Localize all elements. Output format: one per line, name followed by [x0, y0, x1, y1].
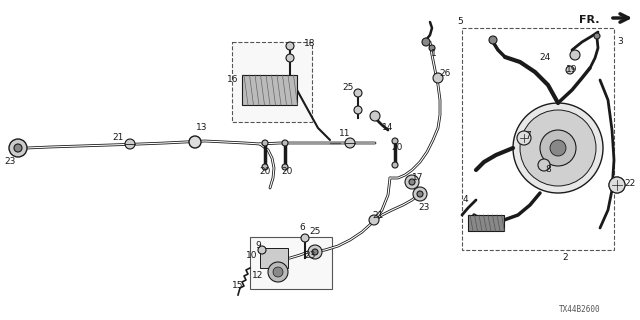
Text: 15: 15: [232, 282, 244, 291]
Bar: [462, 28, 614, 250]
Circle shape: [609, 177, 625, 193]
Text: 12: 12: [252, 270, 264, 279]
Circle shape: [369, 215, 379, 225]
Circle shape: [566, 66, 574, 74]
Text: 20: 20: [282, 167, 292, 177]
Circle shape: [286, 42, 294, 50]
Circle shape: [14, 144, 22, 152]
Text: 8: 8: [545, 165, 551, 174]
Circle shape: [609, 177, 625, 193]
Circle shape: [9, 139, 27, 157]
Text: 4: 4: [462, 196, 468, 204]
Text: 2: 2: [562, 253, 568, 262]
Circle shape: [125, 139, 135, 149]
Circle shape: [301, 234, 309, 242]
Text: 6: 6: [299, 223, 305, 233]
Text: 13: 13: [196, 124, 208, 132]
Circle shape: [392, 162, 398, 168]
Circle shape: [550, 140, 566, 156]
Circle shape: [513, 103, 603, 193]
Text: 23: 23: [4, 157, 16, 166]
Text: 7: 7: [525, 131, 531, 140]
Text: 25: 25: [342, 84, 354, 92]
Circle shape: [282, 140, 288, 146]
Text: 18: 18: [304, 39, 316, 49]
Circle shape: [308, 245, 322, 259]
Text: 10: 10: [246, 251, 258, 260]
Circle shape: [570, 50, 580, 60]
Text: 22: 22: [625, 180, 636, 188]
Bar: [250, 237, 332, 289]
Text: 26: 26: [439, 69, 451, 78]
Text: 24: 24: [540, 53, 550, 62]
Circle shape: [594, 33, 600, 39]
Text: 17: 17: [412, 173, 424, 182]
Circle shape: [258, 246, 266, 254]
Text: FR.: FR.: [579, 15, 600, 25]
Bar: [242, 75, 297, 105]
Circle shape: [273, 267, 283, 277]
Circle shape: [520, 110, 596, 186]
Text: 11: 11: [339, 130, 351, 139]
Text: 21: 21: [372, 211, 384, 220]
Circle shape: [489, 36, 497, 44]
Bar: [232, 42, 312, 122]
Circle shape: [392, 138, 398, 144]
Circle shape: [409, 179, 415, 185]
Circle shape: [262, 140, 268, 146]
Text: 1: 1: [431, 50, 437, 59]
Circle shape: [345, 138, 355, 148]
Circle shape: [268, 262, 288, 282]
Circle shape: [422, 38, 430, 46]
Text: 9: 9: [255, 241, 261, 250]
Circle shape: [517, 131, 531, 145]
Text: 3: 3: [617, 37, 623, 46]
Text: 14: 14: [382, 124, 394, 132]
Text: 23: 23: [419, 203, 429, 212]
Circle shape: [354, 89, 362, 97]
Circle shape: [433, 73, 443, 83]
Bar: [260, 248, 288, 268]
Circle shape: [354, 106, 362, 114]
Text: 23: 23: [304, 252, 316, 260]
Circle shape: [312, 249, 318, 255]
Text: 5: 5: [457, 18, 463, 27]
Circle shape: [538, 159, 550, 171]
Text: 16: 16: [227, 76, 239, 84]
Circle shape: [540, 130, 576, 166]
Bar: [468, 215, 504, 231]
Circle shape: [405, 175, 419, 189]
Circle shape: [429, 45, 435, 51]
Text: 20: 20: [259, 167, 271, 177]
Circle shape: [282, 164, 288, 170]
Circle shape: [413, 187, 427, 201]
Circle shape: [286, 54, 294, 62]
Text: 21: 21: [112, 133, 124, 142]
Circle shape: [262, 164, 268, 170]
Circle shape: [370, 111, 380, 121]
Text: TX44B2600: TX44B2600: [559, 306, 601, 315]
Text: 20: 20: [391, 143, 403, 153]
Circle shape: [417, 191, 423, 197]
Text: 25: 25: [309, 228, 321, 236]
Text: 19: 19: [566, 66, 578, 75]
Circle shape: [189, 136, 201, 148]
